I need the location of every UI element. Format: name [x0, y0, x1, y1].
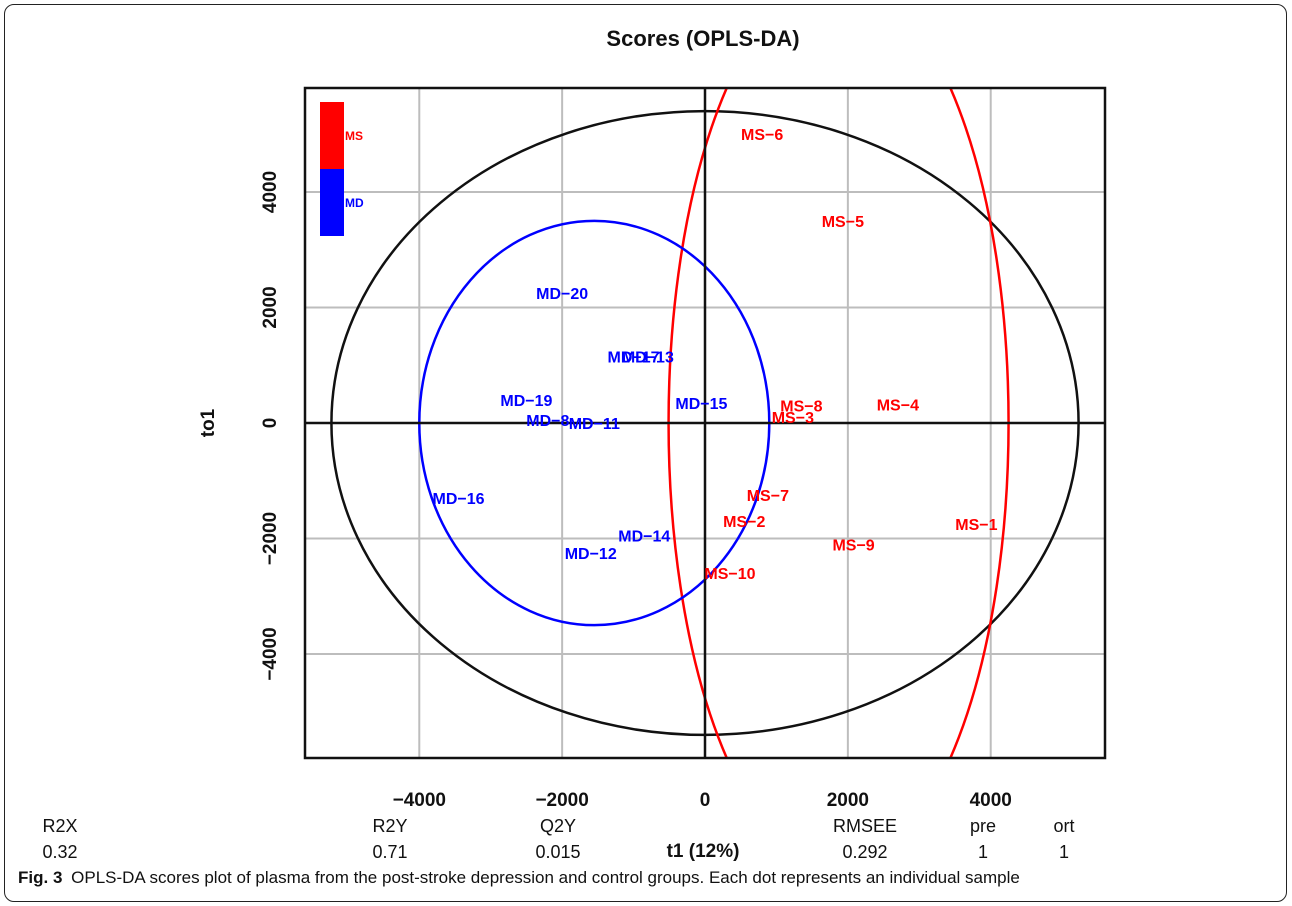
chart-title: Scores (OPLS-DA): [606, 26, 799, 51]
point-label-md-7: MD−13: [622, 350, 674, 367]
y-axis-label: to1: [198, 408, 219, 437]
summary-name-rmsee: RMSEE: [833, 816, 897, 836]
point-labels: MS−1 MS−2 MS−3 MS−4 MS−5 MS−6 MS−7 MS−8 MS−9 MS−1…: [433, 127, 998, 583]
point-label-md-4: MD−15: [675, 396, 727, 413]
y-tick-label-0: −4000: [260, 627, 281, 680]
summary-value-ort: 1: [1059, 842, 1069, 862]
point-label-md-9: MD−20: [536, 286, 588, 303]
model-summary: R2X 0.32 R2Y 0.71 Q2Y 0.015 RMSEE 0.292 pre 1 ort 1: [42, 816, 1074, 862]
summary-value-q2y: 0.015: [535, 842, 580, 862]
summary-name-q2y: Q2Y: [540, 816, 576, 836]
point-label-ms-8: MS−9: [832, 537, 874, 554]
point-label-md-8: MD−19: [500, 393, 552, 410]
point-label-md-2: MD−11: [569, 416, 620, 433]
point-label-ms-4: MS−5: [822, 214, 864, 231]
summary-value-r2y: 0.71: [372, 842, 407, 862]
point-label-ms-6: MS−7: [747, 488, 789, 505]
caption-text: OPLS-DA scores plot of plasma from the p…: [71, 868, 1020, 887]
summary-value-r2x: 0.32: [42, 842, 77, 862]
y-tick-label-2: 0: [260, 418, 281, 429]
point-label-ms-7: MS−8: [780, 399, 822, 416]
legend: MS MD: [320, 102, 364, 236]
point-label-md-5: MD−16: [433, 491, 485, 508]
point-label-ms-1: MS−2: [723, 514, 765, 531]
x-tick-label-4: 4000: [970, 790, 1012, 811]
summary-name-ort: ort: [1053, 816, 1074, 836]
figure-frame: [4, 4, 1287, 902]
summary-value-pre: 1: [978, 842, 988, 862]
legend-label-ms: MS: [345, 129, 363, 143]
axes: [303, 86, 1107, 760]
point-label-md-3: MD−8: [526, 413, 569, 430]
x-tick-label-3: 2000: [827, 790, 869, 811]
caption-label: Fig. 3: [18, 868, 63, 887]
x-tick-label-2: 0: [700, 790, 711, 811]
tick-labels: −4000 −2000 0 2000 4000 −4000 −2000 0 2000 4000: [260, 171, 1012, 811]
legend-label-md: MD: [345, 196, 364, 210]
point-label-md-1: MD−14: [618, 529, 670, 546]
summary-name-r2y: R2Y: [372, 816, 407, 836]
summary-value-rmsee: 0.292: [842, 842, 887, 862]
point-label-ms-3: MS−4: [877, 398, 919, 415]
point-label-ms-9: MS−10: [704, 566, 755, 583]
point-label-ms-2: MS−3: [772, 410, 814, 427]
figure-caption: Fig. 3 OPLS-DA scores plot of plasma fro…: [18, 868, 1020, 888]
x-axis-label: t1 (12%): [667, 841, 740, 862]
summary-name-pre: pre: [970, 816, 996, 836]
point-label-ms-0: MS−1: [955, 517, 997, 534]
y-tick-label-4: 4000: [260, 171, 281, 213]
x-tick-label-0: −4000: [393, 790, 446, 811]
x-tick-label-1: −2000: [535, 790, 588, 811]
y-tick-label-1: −2000: [260, 512, 281, 565]
summary-name-r2x: R2X: [42, 816, 77, 836]
legend-swatch-md: [320, 169, 344, 236]
point-label-md-0: MD−12: [565, 546, 617, 563]
point-label-ms-5: MS−6: [741, 127, 783, 144]
y-tick-label-3: 2000: [260, 286, 281, 328]
plot-border: [303, 86, 1107, 760]
point-label-md-6: MD−17: [608, 350, 660, 367]
legend-swatch-ms: [320, 102, 344, 169]
ellipse-ms: [667, 88, 1010, 758]
